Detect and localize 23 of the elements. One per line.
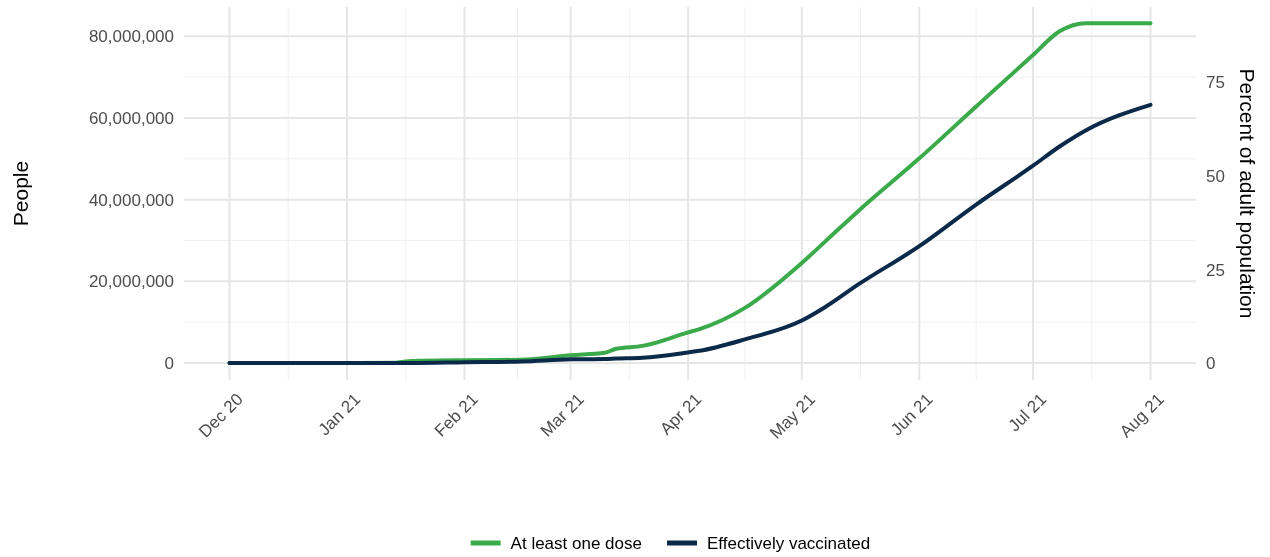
y-tick-label: 0 (164, 354, 174, 373)
y2-tick-label: 75 (1206, 73, 1225, 93)
legend-label: Effectively vaccinated (707, 533, 871, 553)
x-tick-label: Feb 21 (430, 389, 482, 441)
x-tick-label: Aug 21 (1116, 389, 1168, 442)
y2-tick-label: 50 (1206, 167, 1225, 186)
y2-tick-label: 0 (1206, 354, 1216, 374)
x-tick-label: Mar 21 (536, 389, 588, 441)
x-tick-label: Dec 20 (195, 389, 247, 442)
y2-tick-label: 25 (1206, 260, 1225, 280)
y-tick-label: 80,000,000 (88, 27, 174, 47)
x-tick-label: Jun 21 (887, 389, 937, 440)
x-tick-label: Jul 21 (1004, 389, 1051, 436)
x-tick-label: Apr 21 (656, 389, 706, 439)
y-axis-title: People (9, 160, 32, 227)
legend-label: At least one dose (510, 533, 642, 553)
y-tick-label: 60,000,000 (88, 108, 174, 128)
y-tick-label: 20,000,000 (88, 272, 174, 292)
y-tick-label: 40,000,000 (88, 190, 174, 210)
y2-axis-title: Percent of adult population (1236, 68, 1259, 319)
x-tick-label: May 21 (766, 389, 820, 443)
line-series (227, 102, 1153, 366)
x-tick-label: Jan 21 (314, 389, 365, 440)
